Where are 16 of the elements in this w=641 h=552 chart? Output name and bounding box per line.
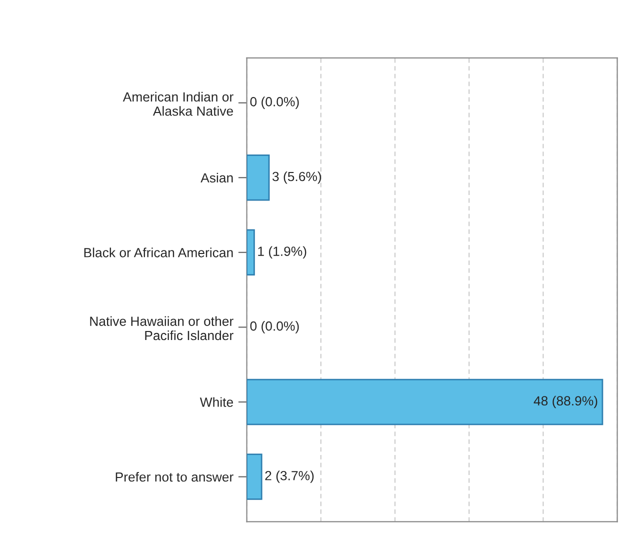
bar [246,454,262,500]
data-label: 48 (88.9%) [534,396,598,408]
data-label: 0 (0.0%) [250,96,299,109]
bar [246,378,604,426]
data-label: 2 (3.7%) [265,470,314,483]
bar [246,229,255,276]
bar [246,154,270,201]
y-tick-label: Asian [200,172,233,183]
y-tick-label: American Indian or Alaska Native [122,92,234,116]
y-tick-label: White [200,397,234,407]
data-label: 3 (5.6%) [272,171,322,184]
y-tick-label: Black or African American [84,248,233,258]
data-label: 0 (0.0%) [250,321,299,334]
y-tick-label: Native Hawaiian or other Pacific Islander [90,316,234,340]
y-tick-label: Prefer not to answer [116,472,234,482]
data-label: 1 (1.9%) [258,246,306,259]
